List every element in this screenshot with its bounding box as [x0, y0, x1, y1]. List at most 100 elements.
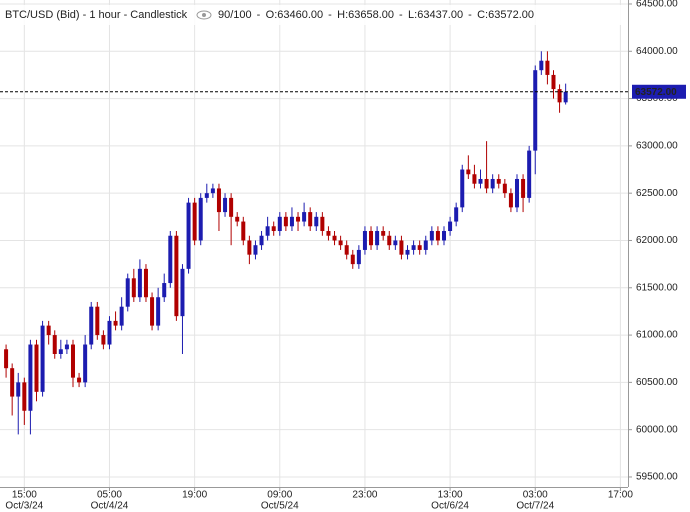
- candle-body: [259, 235, 264, 246]
- candle-body: [223, 197, 228, 213]
- candle: [344, 240, 349, 260]
- candle: [411, 240, 416, 255]
- candle: [253, 240, 258, 260]
- candle-body: [411, 245, 416, 250]
- x-tick-date: Oct/4/24: [91, 501, 129, 512]
- y-tick-label: 64500.00: [636, 0, 678, 10]
- candle: [131, 268, 136, 302]
- candle-body: [113, 320, 118, 326]
- candle-body: [210, 188, 215, 194]
- candle: [362, 226, 367, 255]
- candle: [22, 377, 27, 425]
- y-tick-label: 64000.00: [636, 46, 678, 57]
- candle: [119, 297, 124, 331]
- candle-body: [326, 231, 331, 236]
- candle-body: [283, 216, 288, 227]
- candle-body: [64, 344, 69, 350]
- candle-body: [180, 268, 185, 317]
- candle: [204, 183, 209, 203]
- candle-body: [442, 231, 447, 241]
- candle-body: [423, 240, 428, 250]
- candle-body: [271, 226, 276, 232]
- candle: [496, 174, 501, 189]
- candle-body: [10, 368, 15, 397]
- candle: [417, 240, 422, 255]
- candle: [521, 174, 526, 213]
- y-tick-label: 60500.00: [636, 377, 678, 388]
- candle: [369, 226, 374, 250]
- candle-body: [143, 268, 148, 298]
- candle: [150, 292, 155, 331]
- candle-body: [89, 306, 94, 345]
- candle: [435, 226, 440, 246]
- x-tick-label: 17:00: [608, 490, 633, 501]
- candle: [283, 212, 288, 232]
- candle-body: [539, 60, 544, 71]
- candle: [162, 273, 167, 302]
- x-tick-label: 23:00: [352, 490, 377, 501]
- header-separator: -: [468, 9, 472, 21]
- candle: [296, 212, 301, 232]
- candle: [16, 372, 21, 435]
- candle: [454, 202, 459, 227]
- candle: [442, 226, 447, 246]
- y-tick-label: 63000.00: [636, 141, 678, 152]
- candle-body: [150, 297, 155, 326]
- x-tick-label: 05:00: [97, 490, 122, 501]
- candle-body: [107, 320, 112, 345]
- candle: [125, 273, 130, 312]
- candle-body: [527, 150, 532, 198]
- candle: [356, 245, 361, 269]
- candle: [40, 320, 45, 397]
- x-tick-label: 09:00: [267, 490, 292, 501]
- candle: [393, 235, 398, 250]
- candle-body: [399, 240, 404, 255]
- candle-body: [356, 249, 361, 265]
- candle-body: [198, 197, 203, 241]
- candle-body: [235, 216, 240, 222]
- candle-body: [320, 216, 325, 232]
- candle: [259, 231, 264, 250]
- header-separator: -: [399, 9, 403, 21]
- candle: [113, 311, 118, 331]
- candle: [77, 372, 82, 388]
- candle-body: [502, 183, 507, 194]
- last-price-box: [632, 84, 686, 99]
- candle-body: [192, 202, 197, 241]
- candle: [314, 212, 319, 232]
- candle: [168, 231, 173, 288]
- candle-body: [296, 216, 301, 222]
- candle-body: [131, 278, 136, 298]
- candle-body: [28, 344, 33, 411]
- candle: [448, 216, 453, 236]
- candle-body: [277, 216, 282, 232]
- candle-body: [332, 235, 337, 241]
- eye-icon[interactable]: [196, 10, 212, 20]
- candle: [235, 212, 240, 227]
- candle-body: [162, 283, 167, 298]
- candle-body: [125, 278, 130, 307]
- candle-body: [478, 178, 483, 184]
- x-tick-date: Oct/6/24: [431, 501, 469, 512]
- candle: [429, 226, 434, 246]
- candle-body: [247, 240, 252, 255]
- candle: [192, 197, 197, 246]
- candle: [289, 207, 294, 232]
- candle-body: [4, 349, 9, 369]
- candle-body: [119, 306, 124, 326]
- candle-body: [156, 297, 161, 326]
- candle-body: [563, 91, 568, 103]
- candle-body: [101, 335, 106, 345]
- candle: [527, 145, 532, 203]
- candle: [174, 231, 179, 321]
- candle-body: [174, 235, 179, 317]
- candle: [545, 51, 550, 85]
- candle-body: [472, 174, 477, 184]
- candle: [143, 264, 148, 302]
- candle: [4, 344, 9, 378]
- candle-body: [557, 89, 562, 103]
- candle-body: [435, 231, 440, 241]
- candle: [502, 178, 507, 198]
- candle: [277, 212, 282, 236]
- candle-body: [40, 325, 45, 392]
